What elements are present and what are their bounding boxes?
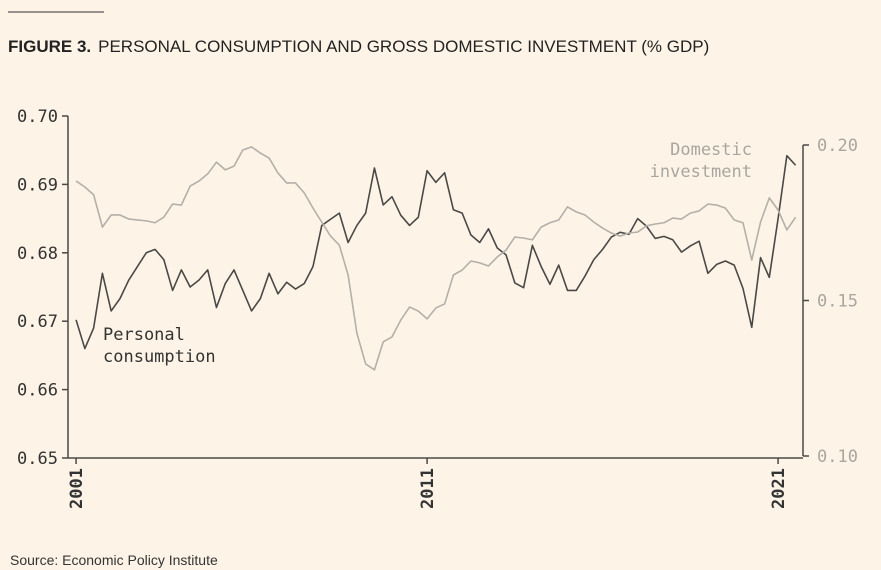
series-label-line: investment (650, 162, 752, 182)
series-label-line: consumption (103, 347, 216, 367)
figure-label: FIGURE 3. (8, 37, 91, 56)
x-tick-label: 2021 (769, 468, 789, 509)
y-tick-label: 0.70 (17, 107, 58, 127)
y2-tick-label: 0.10 (817, 447, 858, 467)
y2-tick-label: 0.20 (817, 136, 858, 156)
y-tick-label: 0.68 (17, 244, 58, 264)
x-tick-label: 2001 (67, 468, 87, 509)
y-tick-label: 0.65 (17, 449, 58, 469)
y-tick-label: 0.67 (17, 312, 58, 332)
series-label-line: Personal (103, 325, 185, 345)
series-label: Domestic investment (650, 140, 752, 182)
y2-tick-label: 0.15 (817, 292, 858, 312)
y-tick-label: 0.66 (17, 381, 58, 401)
source: Source: Economic Policy Institute (10, 552, 218, 568)
y-tick-label: 0.69 (17, 175, 58, 195)
series-label-line: Domestic (670, 140, 752, 160)
x-tick-label: 2011 (418, 468, 438, 509)
title: PERSONAL CONSUMPTION AND GROSS DOMESTIC … (98, 37, 709, 56)
series-line (75, 146, 797, 371)
series-line (75, 154, 797, 350)
series-label: Personal consumption (103, 325, 216, 367)
chart-title: FIGURE 3. PERSONAL CONSUMPTION AND GROSS … (8, 37, 709, 56)
